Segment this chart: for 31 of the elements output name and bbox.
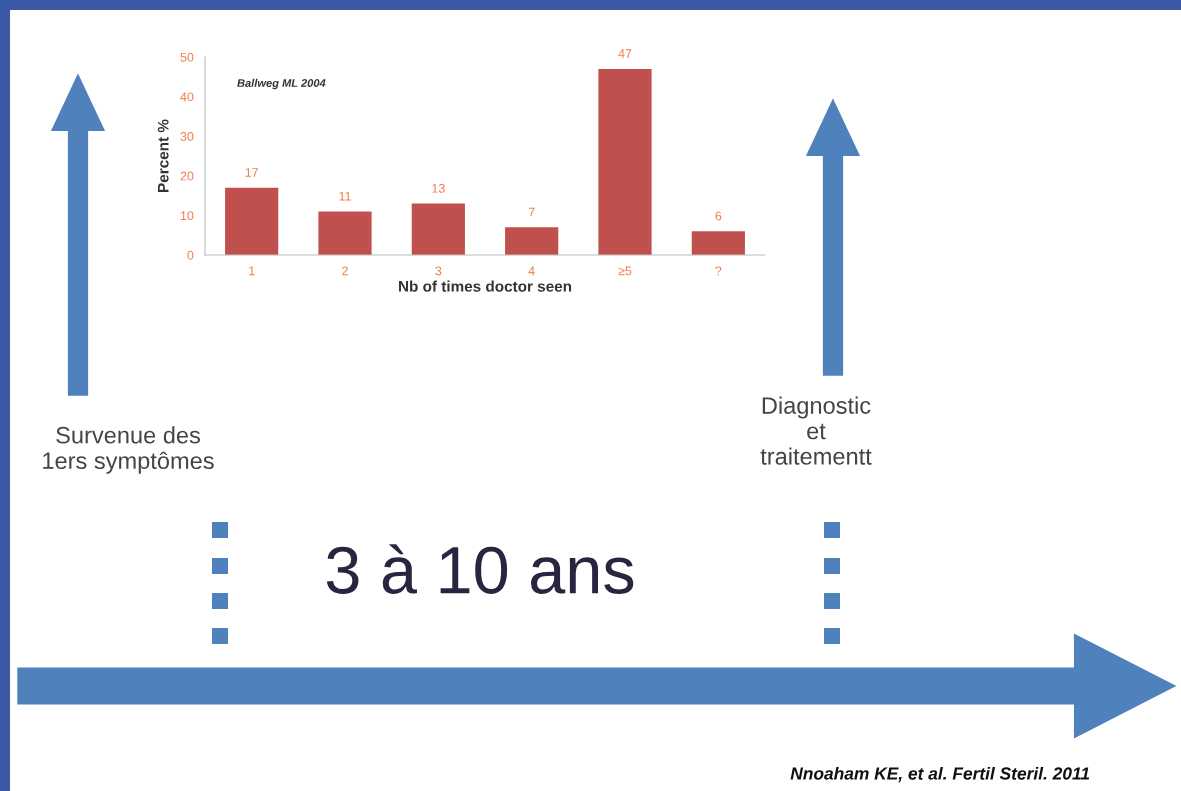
x-tick-label: 4 bbox=[528, 266, 535, 276]
data-label: 13 bbox=[432, 183, 445, 193]
data-label: 11 bbox=[339, 191, 351, 201]
x-tick-label: 2 bbox=[342, 266, 348, 276]
bar bbox=[225, 187, 279, 255]
bar bbox=[318, 211, 372, 255]
x-tick-label: ? bbox=[715, 266, 722, 276]
text: Survenue des 1ers symptômes bbox=[43, 426, 214, 474]
text: 3 à 10 ans bbox=[326, 544, 634, 594]
data-label: 17 bbox=[245, 168, 258, 177]
data-label: 7 bbox=[528, 207, 535, 217]
y-tick-label: 10 bbox=[180, 211, 194, 221]
bar bbox=[505, 227, 559, 255]
y-tick-label: 40 bbox=[180, 92, 194, 102]
text: Diagnostic et traitementt bbox=[760, 396, 872, 465]
text: Nnoaham KE, et al. Fertil Steril. 2011 bbox=[790, 766, 1090, 783]
y-tick-label: 50 bbox=[180, 52, 194, 62]
bar bbox=[598, 68, 652, 255]
data-label: 6 bbox=[715, 211, 722, 221]
x-tick-label: 1 bbox=[249, 266, 255, 276]
y-tick-label: 30 bbox=[180, 132, 194, 141]
annotation: Ballweg ML 2004 bbox=[237, 78, 326, 90]
x-axis-title: Nb of times doctor seen bbox=[399, 280, 572, 292]
bar bbox=[411, 203, 465, 255]
data-label: 47 bbox=[618, 49, 632, 58]
y-tick-label: 20 bbox=[180, 171, 194, 181]
bar bbox=[691, 231, 745, 255]
y-axis-title: Percent % bbox=[157, 119, 169, 192]
y-tick-label: 0 bbox=[187, 250, 194, 260]
x-tick-label: 3 bbox=[435, 266, 442, 276]
x-tick-label: ≥5 bbox=[618, 266, 632, 276]
